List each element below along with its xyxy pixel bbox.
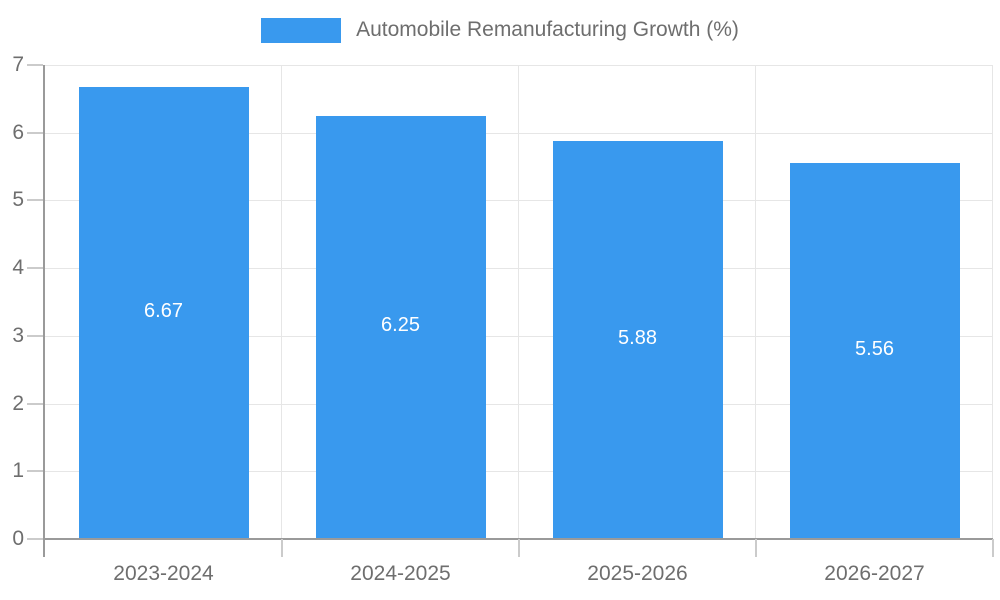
- x-tick-boundary-2: [518, 539, 520, 557]
- x-tick-boundary-3: [755, 539, 757, 557]
- y-axis-label-4: 4: [12, 256, 24, 280]
- chart-legend[interactable]: Automobile Remanufacturing Growth (%): [0, 16, 1000, 44]
- gridline-x-boundary-2: [518, 65, 519, 539]
- legend-swatch: [261, 17, 342, 43]
- bar-value-label: 6.25: [381, 314, 420, 337]
- x-axis-label-2024-2025: 2024-2025: [350, 562, 451, 585]
- y-axis-label-0: 0: [12, 527, 24, 550]
- x-axis-label-2025-2026: 2025-2026: [587, 562, 688, 585]
- y-axis-line: [43, 65, 45, 557]
- gridline-x-boundary-4: [992, 65, 993, 539]
- y-tick-1: [27, 470, 43, 473]
- gridline-y-3: [45, 335, 993, 337]
- bar-value-label: 5.56: [855, 337, 894, 360]
- y-tick-4: [27, 267, 43, 270]
- plot-area: 6.67 6.25 5.88 5.56: [45, 65, 993, 539]
- y-axis-label-2: 2: [12, 391, 24, 415]
- y-tick-2: [27, 402, 43, 405]
- x-tick-boundary-1: [281, 539, 283, 557]
- y-tick-7: [27, 64, 43, 66]
- gridline-y-6: [45, 132, 993, 134]
- x-axis-label-2023-2024: 2023-2024: [113, 562, 214, 585]
- bar-2026-2027[interactable]: 5.56: [789, 162, 960, 539]
- y-axis-label-5: 5: [12, 188, 24, 212]
- gridline-y-7: [45, 65, 993, 66]
- y-axis-label-6: 6: [12, 120, 24, 144]
- bar-value-label: 5.88: [618, 326, 657, 349]
- y-axis-label-1: 1: [12, 459, 24, 483]
- bar-value-label: 6.67: [144, 300, 183, 323]
- y-axis-label-3: 3: [12, 323, 24, 347]
- gridline-y-1: [45, 471, 993, 473]
- x-axis-label-2026-2027: 2026-2027: [824, 562, 925, 585]
- gridline-y-4: [45, 268, 993, 270]
- legend-label: Automobile Remanufacturing Growth (%): [356, 18, 739, 41]
- x-tick-boundary-4: [992, 539, 994, 557]
- gridline-y-2: [45, 403, 993, 405]
- y-tick-0: [27, 538, 43, 540]
- bar-2024-2025[interactable]: 6.25: [315, 115, 486, 539]
- y-axis-label-7: 7: [12, 53, 24, 76]
- y-tick-6: [27, 131, 43, 134]
- y-tick-5: [27, 199, 43, 202]
- gridline-x-boundary-1: [281, 65, 282, 539]
- bar-2025-2026[interactable]: 5.88: [552, 140, 723, 539]
- gridline-x-boundary-3: [755, 65, 756, 539]
- gridline-y-5: [45, 200, 993, 202]
- y-tick-3: [27, 334, 43, 337]
- bar-2023-2024[interactable]: 6.67: [78, 87, 249, 539]
